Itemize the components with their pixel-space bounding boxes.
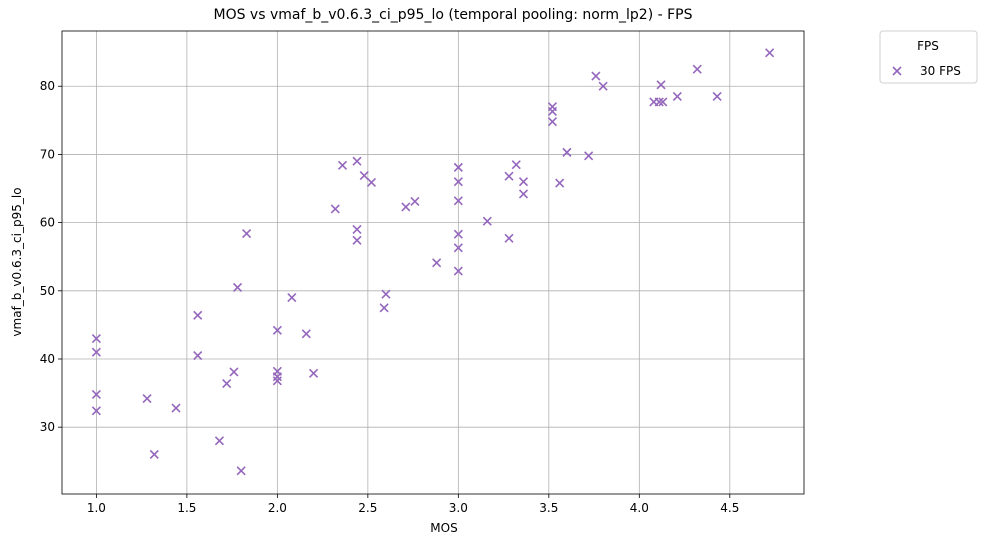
y-axis-label: vmaf_b_v0.6.3_ci_p95_lo <box>10 187 24 336</box>
legend-marker <box>892 66 902 76</box>
x-tick-label: 1.5 <box>177 501 196 515</box>
x-tick-label: 3.5 <box>539 501 558 515</box>
y-tick-label: 70 <box>40 147 55 161</box>
data-point <box>91 406 101 416</box>
data-point <box>692 64 702 74</box>
data-point <box>410 196 420 207</box>
data-point <box>654 97 664 107</box>
x-tick-label: 3.0 <box>449 501 468 515</box>
data-point <box>149 449 159 460</box>
data-point <box>453 177 463 187</box>
data-point <box>672 91 682 102</box>
legend-title: FPS <box>917 39 939 53</box>
data-point <box>555 178 565 188</box>
data-point <box>379 303 389 313</box>
data-point <box>562 147 572 157</box>
data-point <box>547 117 558 127</box>
data-point <box>232 282 243 292</box>
y-tick-label: 40 <box>40 352 55 366</box>
data-point <box>352 235 362 245</box>
data-point <box>432 258 442 268</box>
data-point <box>504 233 514 243</box>
data-point <box>453 243 463 253</box>
data-point <box>308 368 319 378</box>
data-point <box>482 216 492 226</box>
data-point <box>401 202 411 212</box>
x-tick-label: 2.5 <box>358 501 377 515</box>
data-point <box>91 333 101 344</box>
data-point <box>330 204 340 214</box>
y-tick-label: 60 <box>40 216 55 230</box>
data-point <box>352 224 362 234</box>
data-point <box>453 229 463 239</box>
data-point <box>453 266 463 276</box>
data-point <box>591 71 601 81</box>
grid-lines <box>62 31 804 494</box>
data-point <box>547 106 558 117</box>
data-point <box>171 403 181 413</box>
data-point <box>366 177 377 187</box>
data-point <box>242 228 252 239</box>
data-point <box>272 376 282 386</box>
data-point <box>229 367 239 377</box>
data-point <box>214 436 225 446</box>
data-point <box>381 289 391 299</box>
data-point <box>359 170 369 181</box>
x-tick-label: 2.0 <box>268 501 287 515</box>
data-point <box>598 81 608 91</box>
legend-entry-label: 30 FPS <box>920 64 961 78</box>
chart-title: MOS vs vmaf_b_v0.6.3_ci_p95_lo (temporal… <box>213 7 692 23</box>
data-point <box>658 97 668 107</box>
data-point <box>337 160 348 170</box>
data-point <box>504 171 514 181</box>
data-point <box>518 189 529 199</box>
data-points <box>91 48 775 476</box>
data-point <box>272 372 282 382</box>
data-point <box>222 378 232 389</box>
y-axis-ticks: 30 40 50 60 70 80 <box>40 79 62 434</box>
data-point <box>91 347 101 357</box>
x-axis-label: MOS <box>430 521 457 535</box>
data-point <box>453 162 463 172</box>
x-tick-label: 4.5 <box>720 501 739 515</box>
data-point <box>511 160 521 170</box>
y-tick-label: 80 <box>40 79 55 93</box>
data-point <box>712 91 722 102</box>
data-point <box>287 293 297 303</box>
data-point <box>193 351 203 361</box>
data-point <box>236 466 246 476</box>
data-point <box>91 389 101 400</box>
x-tick-label: 4.0 <box>630 501 649 515</box>
data-point <box>765 48 775 58</box>
data-point <box>518 177 529 187</box>
data-point <box>656 80 666 90</box>
plot-frame <box>61 30 805 495</box>
data-point <box>272 325 282 335</box>
legend-frame <box>879 30 978 84</box>
data-point <box>453 196 463 206</box>
y-tick-label: 50 <box>40 284 55 298</box>
y-tick-label: 30 <box>40 420 55 434</box>
data-point <box>584 151 594 161</box>
data-point <box>301 329 311 339</box>
data-point <box>193 310 203 320</box>
legend: FPS 30 FPS <box>879 30 978 84</box>
data-point <box>142 393 152 404</box>
x-tick-label: 1.0 <box>87 501 106 515</box>
data-point <box>352 156 362 166</box>
x-axis-ticks: 1.0 1.5 2.0 2.5 3.0 3.5 4.0 4.5 <box>87 494 739 515</box>
legend-marker-x-icon <box>892 66 902 76</box>
